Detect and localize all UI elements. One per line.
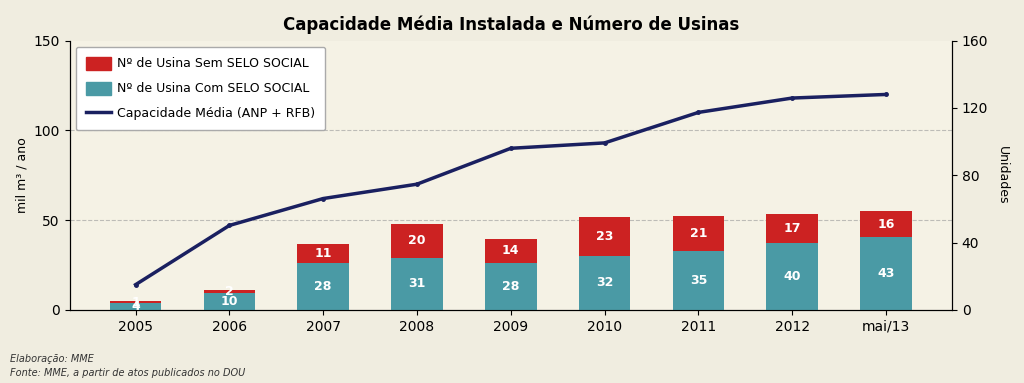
Bar <box>391 258 442 310</box>
Text: 20: 20 <box>409 234 426 247</box>
Bar <box>766 214 818 242</box>
Bar <box>204 290 255 293</box>
Bar <box>110 303 162 310</box>
Bar <box>579 256 631 310</box>
Text: 40: 40 <box>783 270 801 283</box>
Bar <box>579 217 631 256</box>
Bar <box>766 242 818 310</box>
Text: 11: 11 <box>314 247 332 260</box>
Text: 14: 14 <box>502 244 519 257</box>
Bar <box>204 293 255 310</box>
Bar <box>860 237 911 310</box>
Y-axis label: Unidades: Unidades <box>996 146 1009 205</box>
Bar <box>297 263 349 310</box>
Text: 4: 4 <box>131 300 140 313</box>
Y-axis label: mil m³ / ano: mil m³ / ano <box>15 137 28 213</box>
Bar <box>673 251 724 310</box>
Bar <box>485 263 537 310</box>
Text: Fonte: MME, a partir de atos publicados no DOU: Fonte: MME, a partir de atos publicados … <box>10 368 246 378</box>
Text: Elaboração: MME: Elaboração: MME <box>10 354 94 364</box>
Title: Capacidade Média Instalada e Número de Usinas: Capacidade Média Instalada e Número de U… <box>283 15 739 33</box>
Text: 35: 35 <box>690 274 708 287</box>
Text: 17: 17 <box>783 222 801 235</box>
Bar <box>297 244 349 263</box>
Text: 16: 16 <box>878 218 895 231</box>
Text: 31: 31 <box>409 277 426 290</box>
Bar <box>110 301 162 303</box>
Text: 28: 28 <box>314 280 332 293</box>
Bar <box>673 216 724 251</box>
Text: 43: 43 <box>878 267 895 280</box>
Text: 28: 28 <box>502 280 519 293</box>
Bar <box>860 211 911 237</box>
Bar <box>391 224 442 258</box>
Text: 21: 21 <box>690 227 708 240</box>
Text: 32: 32 <box>596 277 613 290</box>
Text: 1: 1 <box>131 296 140 309</box>
Bar <box>485 239 537 263</box>
Text: 23: 23 <box>596 230 613 243</box>
Text: 2: 2 <box>225 285 233 298</box>
Legend: Nº de Usina Sem SELO SOCIAL, Nº de Usina Com SELO SOCIAL, Capacidade Média (ANP : Nº de Usina Sem SELO SOCIAL, Nº de Usina… <box>76 47 326 130</box>
Text: 10: 10 <box>220 295 239 308</box>
